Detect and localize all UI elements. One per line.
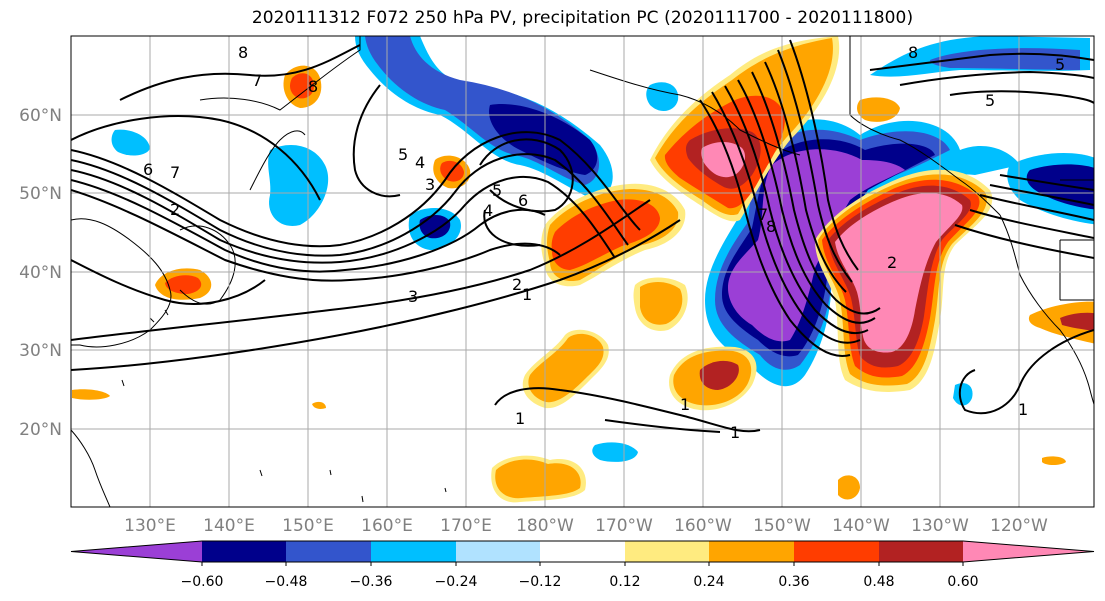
contour-label: 6 xyxy=(143,160,153,179)
negative-anomaly-region xyxy=(953,383,973,406)
contour-label: 3 xyxy=(425,175,435,194)
colorbar-segment xyxy=(456,541,540,562)
colorbar-tick-label: 0.48 xyxy=(863,574,894,590)
lon-label: 120°W xyxy=(990,516,1048,536)
contour-label: 5 xyxy=(492,181,502,200)
colorbar-extend-high xyxy=(963,541,1094,562)
positive-anomaly-region xyxy=(1042,456,1066,465)
colorbar-tick-label: 0.36 xyxy=(778,574,809,590)
colorbar xyxy=(70,540,1095,566)
contour-label: 4 xyxy=(483,201,493,220)
lat-label: 30°N xyxy=(19,341,62,361)
contour-labels: 8 7 6 7 8 5 4 3 5 6 4 2 3 2 1 1 1 1 8 7 … xyxy=(143,43,1065,442)
longitude-labels: 130°E 140°E 150°E 160°E 170°E 180°W 170°… xyxy=(124,516,1048,536)
contour-label: 8 xyxy=(308,77,318,96)
contour-label: 6 xyxy=(518,191,528,210)
negative-anomaly-region xyxy=(592,442,638,462)
colorbar-tick-label: −0.12 xyxy=(519,574,562,590)
lon-label: 160°W xyxy=(674,516,732,536)
colorbar-segment xyxy=(371,541,456,562)
contour-label: 8 xyxy=(908,43,918,62)
contour-label: 5 xyxy=(985,91,995,110)
lon-label: 140°E xyxy=(203,516,255,536)
contour-label: 8 xyxy=(238,43,248,62)
colorbar-segment xyxy=(202,541,286,562)
colorbar-tick-label: 0.12 xyxy=(609,574,640,590)
colorbar-segment xyxy=(625,541,709,562)
colorbar-tick-label: −0.24 xyxy=(435,574,478,590)
colorbar-tick-label: −0.36 xyxy=(350,574,393,590)
positive-anomaly-region xyxy=(165,275,202,294)
lon-label: 170°W xyxy=(595,516,653,536)
lon-label: 170°E xyxy=(440,516,492,536)
colorbar-segment xyxy=(709,541,794,562)
positive-anomaly-region xyxy=(312,401,326,409)
positive-anomaly-region xyxy=(701,142,746,178)
contour-label: 8 xyxy=(766,217,776,236)
coastlines xyxy=(71,36,1094,507)
negative-anomaly-region xyxy=(1026,164,1094,210)
contour-label: 7 xyxy=(758,205,768,224)
positive-anomaly-region xyxy=(72,389,110,400)
lon-label: 150°W xyxy=(753,516,811,536)
colorbar-tick-label: −0.60 xyxy=(181,574,224,590)
latitude-labels: 60°N 50°N 40°N 30°N 20°N xyxy=(19,106,62,440)
contour-label: 4 xyxy=(415,153,425,172)
lon-label: 160°E xyxy=(361,516,413,536)
lon-label: 150°E xyxy=(282,516,334,536)
colorbar-tick-label: 0.60 xyxy=(947,574,978,590)
colorbar-tick-label: −0.48 xyxy=(265,574,308,590)
positive-anomaly-region xyxy=(528,333,604,403)
lat-label: 20°N xyxy=(19,420,62,440)
contour-label: 5 xyxy=(1055,55,1065,74)
contour-label: 7 xyxy=(252,71,262,90)
colorbar-extend-low xyxy=(71,541,202,562)
colorbar-tick-label: 0.24 xyxy=(693,574,724,590)
lon-label: 130°E xyxy=(124,516,176,536)
positive-anomaly-region xyxy=(1060,312,1094,332)
lon-label: 180°W xyxy=(516,516,574,536)
positive-anomaly-region xyxy=(495,459,581,499)
contour-label: 1 xyxy=(515,409,525,428)
lon-label: 130°W xyxy=(911,516,969,536)
lon-label: 140°W xyxy=(832,516,890,536)
contour-label: 5 xyxy=(398,145,408,164)
contour-label: 3 xyxy=(408,287,418,306)
negative-anomaly-region xyxy=(111,129,150,156)
figure-title: 2020111312 F072 250 hPa PV, precipitatio… xyxy=(251,8,914,28)
colorbar-segment xyxy=(879,541,963,562)
contour-label: 2 xyxy=(887,253,897,272)
colorbar-segment xyxy=(794,541,879,562)
contour-label: 2 xyxy=(170,200,180,219)
negative-anomaly-region xyxy=(268,145,329,226)
positive-anomaly-region xyxy=(699,360,739,390)
positive-anomaly-region xyxy=(640,281,683,325)
contour-label: 2 xyxy=(512,275,522,294)
positive-anomaly-region xyxy=(857,97,900,122)
contour-label: 1 xyxy=(1018,400,1028,419)
colorbar-ticks: −0.60 −0.48 −0.36 −0.24 −0.12 0.12 0.24 … xyxy=(181,574,979,590)
contour-label: 1 xyxy=(680,395,690,414)
contour-label: 7 xyxy=(170,163,180,182)
lat-label: 40°N xyxy=(19,263,62,283)
colorbar-segment xyxy=(540,541,625,562)
map-content: 8 7 6 7 8 5 4 3 5 6 4 2 3 2 1 1 1 1 8 7 … xyxy=(71,36,1094,507)
map-border xyxy=(70,35,1095,508)
negative-anomaly-region xyxy=(489,104,598,175)
pv-contours xyxy=(71,39,1094,433)
lat-label: 50°N xyxy=(19,184,62,204)
lat-label: 60°N xyxy=(19,106,62,126)
colorbar-segment xyxy=(286,541,371,562)
contour-label: 1 xyxy=(730,423,740,442)
positive-anomaly-region xyxy=(551,199,660,270)
positive-anomaly-region xyxy=(838,475,860,500)
contour-label: 1 xyxy=(522,285,532,304)
